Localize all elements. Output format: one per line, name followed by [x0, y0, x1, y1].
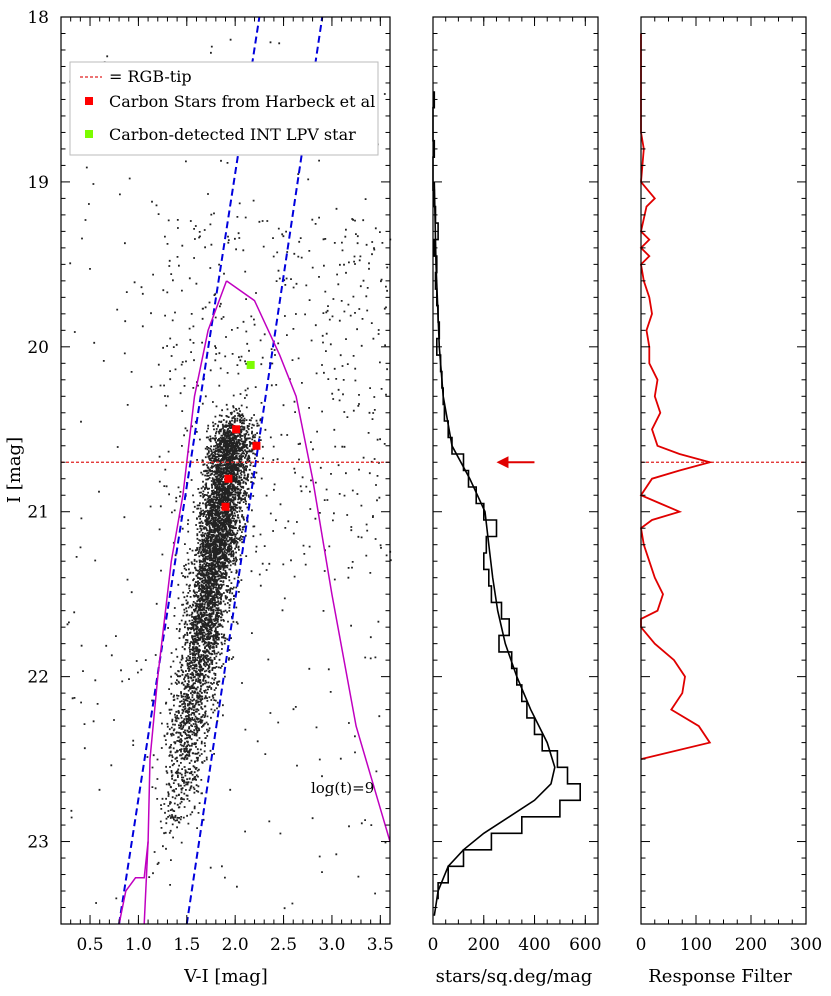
x-tick-label: 2.5: [270, 935, 297, 955]
isochrone-curve: [118, 280, 391, 925]
carbon-star-3: [224, 474, 233, 483]
x-tick-label: 200: [468, 935, 500, 955]
x-tick-label: 0: [428, 935, 439, 955]
isochrone-annotation: log(t)=9: [311, 779, 374, 797]
x-tick-label: 0.5: [77, 935, 104, 955]
response-filter-panel: 0 100 200 300 Response Filter: [636, 16, 822, 987]
x-tick-label: 200: [735, 935, 767, 955]
lpv-star-marker: [246, 360, 255, 369]
rf-ticks: 0 100 200 300: [636, 16, 822, 955]
x-tick-label: 2.0: [222, 935, 249, 955]
carbon-star-1: [232, 425, 241, 434]
legend-carbon-swatch: [85, 97, 93, 105]
cmd-ticks: 0.5 1.0 1.5 2.0 2.5 3.0 3.5 18 19 20 21 22 23: [27, 8, 393, 955]
x-tick-label: 1.0: [125, 935, 152, 955]
cmd-y-axis-label: I [mag]: [4, 437, 25, 503]
lf-ticks: 0 200 400 600: [428, 16, 602, 955]
legend-lpv-label: Carbon-detected INT LPV star: [109, 125, 356, 144]
legend: = RGB-tip Carbon Stars from Harbeck et a…: [69, 61, 379, 156]
y-tick-label: 20: [27, 338, 49, 358]
x-tick-label: 600: [569, 935, 601, 955]
isochrone-left-branch: [118, 280, 228, 925]
x-tick-label: 3.0: [318, 935, 345, 955]
x-tick-label: 1.5: [173, 935, 200, 955]
legend-carbon-label: Carbon Stars from Harbeck et al: [109, 92, 375, 111]
legend-lpv-swatch: [85, 130, 93, 138]
legend-rgb-tip-label: = RGB-tip: [109, 67, 192, 86]
rgb-tip-arrow: [496, 456, 535, 469]
x-tick-label: 100: [680, 935, 712, 955]
cmd-panel: 0.5 1.0 1.5 2.0 2.5 3.0 3.5 18 19 20 21 22 23 = RGB-…: [4, 8, 394, 987]
selection-right-edge: [185, 16, 324, 925]
x-tick-label: 300: [790, 935, 822, 955]
y-tick-label: 22: [27, 668, 49, 688]
y-tick-label: 18: [27, 8, 49, 28]
lf-frame: [432, 16, 599, 925]
cmd-x-axis-label: V-I [mag]: [183, 966, 268, 987]
rf-x-axis-label: Response Filter: [648, 966, 792, 987]
lf-smooth-curve: [433, 181, 556, 916]
lf-x-axis-label: stars/sq.deg/mag: [436, 966, 593, 987]
y-tick-label: 19: [27, 173, 49, 193]
isochrone-lower-branch: [143, 841, 149, 925]
luminosity-function-panel: 0 200 400 600 stars/sq.deg/mag: [428, 16, 602, 987]
lpv-star: [246, 360, 255, 369]
selection-box: [118, 16, 324, 925]
carbon-star-4: [221, 502, 230, 511]
x-tick-label: 3.5: [367, 935, 394, 955]
carbon-star-2: [252, 441, 261, 450]
y-tick-label: 23: [27, 833, 49, 853]
x-tick-label: 400: [518, 935, 550, 955]
field-stars: [66, 38, 392, 910]
carbon-stars: [221, 425, 261, 511]
response-filter-curve: [639, 33, 714, 760]
x-tick-label: 0: [636, 935, 647, 955]
selection-left-edge: [118, 16, 261, 925]
legend-box: [69, 61, 379, 156]
isochrone-right-branch: [226, 280, 391, 842]
y-tick-label: 21: [27, 503, 49, 523]
